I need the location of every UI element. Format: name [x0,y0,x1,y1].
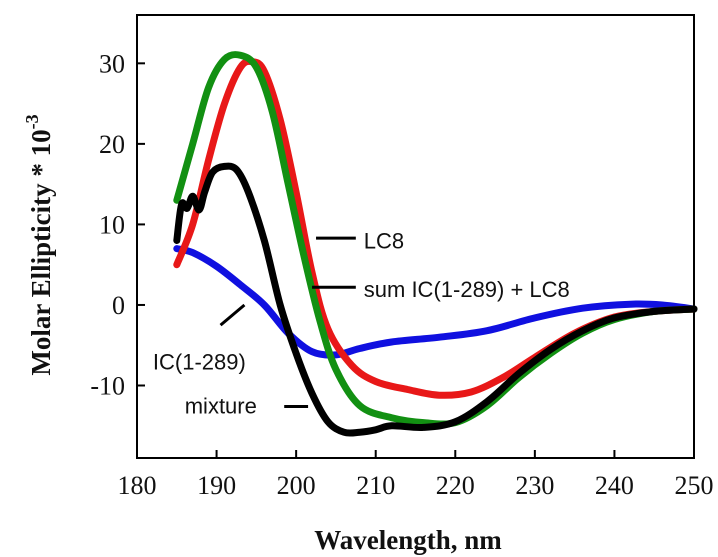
y-tick-label: 30 [99,49,125,78]
x-axis-title: Wavelength, nm [314,525,502,555]
x-tick-label: 240 [595,471,634,500]
y-tick-label: 20 [99,130,125,159]
x-tick-label: 200 [277,471,316,500]
x-tick-label: 220 [436,471,475,500]
series-line-mixture [173,162,698,437]
plot-area-border [136,14,695,459]
series-line-sum-ic-1-289-lc8 [173,51,698,428]
y-axis-title-exponent: -3 [22,114,42,129]
y-tick-label: 0 [112,291,125,320]
annotation-label-ic-1-289: IC(1-289) [153,349,246,374]
series-line-lc8 [173,57,698,399]
x-tick-label: 190 [197,471,236,500]
series-line-ic-1-289 [173,245,698,359]
annotations: LC8 sum IC(1-289) + LC8 IC(1-289) mixture [153,229,570,419]
y-axis-title: Molar Ellipticity * 10-3 [22,114,56,375]
svg-text:Molar Ellipticity * 10-3: Molar Ellipticity * 10-3 [22,114,56,375]
plot-frame [136,14,695,459]
x-axis: 180 190 200 210 220 230 240 250 [118,450,714,500]
y-tick-label: -10 [90,372,125,401]
series-lines [173,51,698,437]
x-tick-label: 230 [515,471,554,500]
annotation-label-mixture: mixture [185,394,257,419]
x-tick-label: 180 [118,471,157,500]
y-tick-label: 10 [99,210,125,239]
annotation-label-lc8: LC8 [364,229,404,254]
y-axis-title-main: Molar Ellipticity * 10 [26,129,56,375]
annotation-label-sum-ic-1-289-lc8: sum IC(1-289) + LC8 [364,277,570,302]
annotation-leader-ic-1-289 [219,303,246,327]
x-tick-label: 210 [356,471,395,500]
x-tick-label: 250 [675,471,714,500]
y-axis: 30 20 10 0 -10 [90,49,145,401]
